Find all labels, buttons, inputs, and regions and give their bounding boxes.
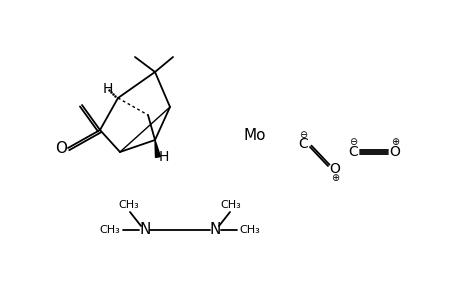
Text: H: H <box>158 150 169 164</box>
Text: H: H <box>103 82 113 96</box>
Text: CH₃: CH₃ <box>220 200 241 210</box>
Text: C: C <box>347 145 357 159</box>
Text: ⊕: ⊕ <box>390 137 398 147</box>
Text: CH₃: CH₃ <box>118 200 139 210</box>
Text: O: O <box>55 140 67 155</box>
Text: O: O <box>329 162 340 176</box>
Text: CH₃: CH₃ <box>239 225 260 235</box>
Text: Mo: Mo <box>243 128 266 142</box>
Text: O: O <box>389 145 400 159</box>
Text: ⊖: ⊖ <box>298 130 307 140</box>
Text: C: C <box>297 137 307 151</box>
Polygon shape <box>155 140 160 158</box>
Text: ⊖: ⊖ <box>348 137 356 147</box>
Text: N: N <box>209 223 220 238</box>
Text: CH₃: CH₃ <box>100 225 120 235</box>
Text: N: N <box>139 223 151 238</box>
Text: ⊕: ⊕ <box>330 173 338 183</box>
